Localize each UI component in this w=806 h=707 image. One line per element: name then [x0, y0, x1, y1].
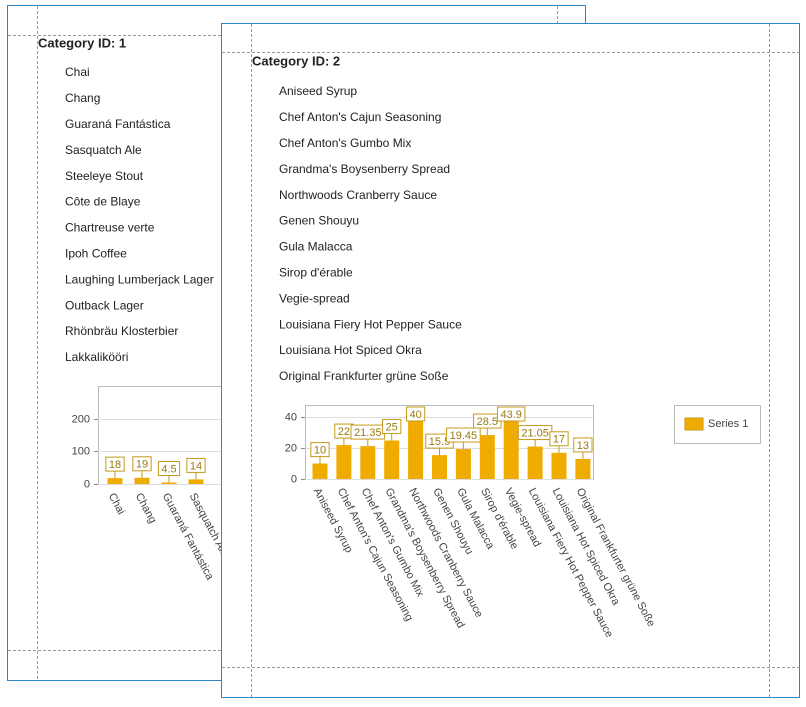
- product-name: Laughing Lumberjack Lager: [65, 272, 214, 286]
- bar: [336, 445, 352, 479]
- bar: [551, 452, 567, 479]
- value-label: 22: [338, 426, 350, 438]
- y-tick-label: 100: [72, 445, 90, 457]
- y-tick-label: 200: [72, 413, 90, 425]
- y-tick-label: 0: [291, 473, 297, 485]
- product-name: Sirop d'érable: [279, 265, 353, 279]
- product-name: Ipoh Coffee: [65, 246, 127, 260]
- product-name: Lakkalikööri: [65, 350, 128, 364]
- product-name: Northwoods Cranberry Sauce: [279, 188, 437, 202]
- bar: [384, 440, 400, 479]
- value-label: 15.5: [429, 436, 450, 448]
- bar: [188, 479, 204, 484]
- value-label: 13: [577, 440, 589, 452]
- product-name: Chef Anton's Cajun Seasoning: [279, 110, 441, 124]
- bar: [455, 449, 471, 479]
- value-label-box: [382, 418, 402, 434]
- value-label: 18: [109, 459, 121, 471]
- product-name: Chang: [65, 91, 100, 105]
- bar: [432, 455, 447, 479]
- value-label: 25: [386, 421, 398, 433]
- product-name: Chef Anton's Gumbo Mix: [279, 136, 411, 150]
- bar: [408, 417, 424, 479]
- product-name: Original Frankfurter grüne Soße: [279, 369, 449, 383]
- value-label: 28.5: [477, 416, 498, 428]
- legend-label: Series 1: [708, 418, 748, 430]
- value-label: 21.35: [354, 427, 382, 439]
- bar: [503, 411, 519, 479]
- product-name: Louisiana Hot Spiced Okra: [279, 343, 422, 357]
- value-label: 14: [190, 460, 202, 472]
- value-label: 43.9: [500, 409, 521, 421]
- legend-swatch: [684, 417, 704, 431]
- bar: [134, 477, 150, 484]
- category-title: Category ID: 1: [38, 35, 126, 50]
- product-name: Rhönbräu Klosterbier: [65, 324, 178, 338]
- y-tick-label: 40: [285, 411, 297, 423]
- product-name: Guaraná Fantástica: [65, 117, 171, 131]
- value-label: 10: [314, 444, 326, 456]
- bar: [312, 463, 328, 479]
- product-name: Sasquatch Ale: [65, 143, 142, 157]
- report-page: Category ID: 2 Aniseed Syrup Chef Anton's …: [221, 23, 800, 698]
- value-label-box: [157, 461, 181, 477]
- value-label-box: [549, 431, 569, 447]
- product-name: Louisiana Fiery Hot Pepper Sauce: [279, 317, 462, 331]
- product-name: Chai: [65, 65, 90, 79]
- product-name: Aniseed Syrup: [279, 84, 357, 98]
- value-label: 19: [136, 459, 148, 471]
- value-label-box: [186, 457, 206, 473]
- value-label: 21.05: [521, 427, 549, 439]
- bar: [479, 435, 495, 479]
- value-label-box: [446, 427, 481, 443]
- bar: [107, 478, 123, 484]
- product-name: Grandma's Boysenberry Spread: [279, 162, 450, 176]
- value-label-box: [310, 442, 330, 458]
- product-name: Côte de Blaye: [65, 195, 141, 209]
- value-label: 17: [553, 434, 565, 446]
- value-label-box: [573, 437, 593, 453]
- bar: [527, 446, 543, 479]
- product-name: Gula Malacca: [279, 240, 353, 254]
- product-name: Genen Shouyu: [279, 214, 359, 228]
- product-name: Chartreuse verte: [65, 221, 155, 235]
- product-name: Outback Lager: [65, 298, 144, 312]
- value-label-box: [105, 456, 125, 472]
- value-label: 19.45: [450, 430, 478, 442]
- category-title: Category ID: 2: [252, 53, 340, 68]
- value-label-box: [496, 406, 526, 422]
- value-label-box: [132, 456, 152, 472]
- product-name: Vegie-spread: [279, 291, 350, 305]
- bar: [575, 458, 591, 479]
- bar: [161, 482, 177, 484]
- value-label-box: [405, 406, 426, 422]
- y-tick-label: 0: [84, 478, 90, 490]
- page-sheet: [221, 23, 800, 698]
- bar: [360, 446, 376, 479]
- y-tick-label: 20: [285, 442, 297, 454]
- product-name: Steeleye Stout: [65, 169, 144, 183]
- value-label: 4.5: [161, 463, 176, 475]
- value-label: 40: [409, 409, 421, 421]
